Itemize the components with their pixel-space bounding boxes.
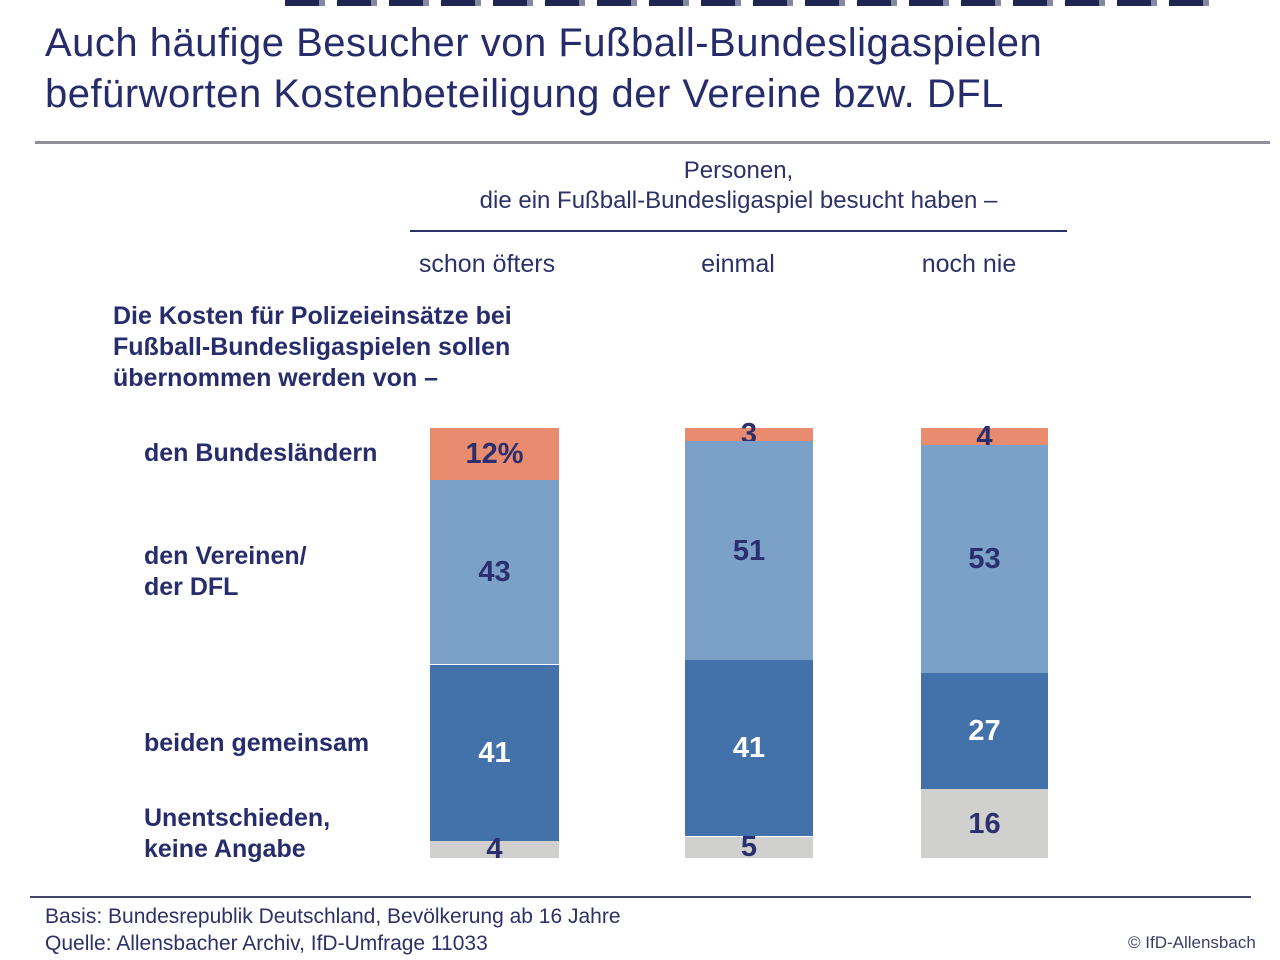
page-title: Auch häufige Besucher von Fußball-Bundes… (45, 18, 1245, 120)
bar-segment: 5 (685, 832, 813, 862)
cropped-text-artifact (285, 0, 1215, 6)
question-line2: Fußball-Bundesligaspielen sollen (113, 333, 511, 361)
row-label-beiden-gemeinsam: beiden gemeinsam (144, 729, 370, 757)
column-label-noch-nie: noch nie (921, 250, 1017, 278)
stacked-bar-3: 4 53 27 16 (921, 422, 1048, 858)
bar-value-label: 5 (740, 831, 758, 864)
footer-divider (30, 896, 1251, 898)
column-label-einmal: einmal (701, 250, 775, 278)
bar-value-label: 41 (732, 732, 766, 765)
group-header-line2: die ein Fußball-Bundesligaspiel besucht … (479, 187, 998, 214)
row-label-unentschieden-line2: keine Angabe (144, 835, 306, 863)
bar-value-label: 41 (478, 736, 511, 769)
bar-value-label: 4 (976, 420, 993, 453)
row-label-vereinen-dfl: den Vereinen/ der DFL (144, 541, 307, 603)
bar-segment: 27 (921, 673, 1048, 790)
row-label-bundeslaendern: den Bundesländern (144, 439, 378, 467)
group-header-line1: Personen, (683, 157, 794, 184)
question-text: Die Kosten für Polizeieinsätze bei Fußba… (113, 301, 512, 394)
question-line1: Die Kosten für Polizeieinsätze bei (113, 302, 512, 330)
bar-value-label: 51 (732, 534, 766, 567)
bar-value-label: 16 (968, 807, 1001, 840)
page-title-line1: Auch häufige Besucher von Fußball-Bundes… (45, 21, 1043, 65)
bar-value-label: 53 (968, 543, 1001, 576)
copyright-label: © IfD-Allensbach (1128, 933, 1256, 952)
bar-segment: 4 (430, 834, 559, 864)
bar-segment: 41 (430, 664, 559, 841)
row-label-unentschieden: Unentschieden, keine Angabe (144, 803, 330, 865)
page-title-line2: befürworten Kostenbeteiligung der Verein… (45, 72, 1004, 116)
bar-value-label: 4 (486, 833, 503, 866)
bar-segment: 43 (430, 479, 559, 665)
footer-basis: Basis: Bundesrepublik Deutschland, Bevöl… (45, 905, 621, 928)
bar-value-label: 27 (968, 715, 1001, 748)
bar-segment: 3 (685, 419, 813, 449)
bar-value-label: 43 (478, 556, 511, 589)
bar-segment: 51 (685, 440, 813, 661)
question-line3: übernommen werden von – (113, 364, 439, 392)
row-label-vereinen-line2: der DFL (144, 573, 239, 601)
column-label-schon-oefters: schon öfters (418, 250, 556, 278)
bar-segment: 53 (921, 445, 1048, 674)
bar-value-label: 12% (465, 437, 524, 470)
bar-segment: 16 (921, 789, 1048, 858)
bar-segment: 12% (430, 428, 559, 480)
bar-segment: 4 (921, 422, 1048, 452)
footer-quelle: Quelle: Allensbacher Archiv, IfD-Umfrage… (45, 932, 488, 955)
column-group-header: Personen, die ein Fußball-Bundesligaspie… (410, 156, 1067, 232)
row-label-unentschieden-line1: Unentschieden, (144, 804, 331, 832)
row-label-vereinen-line1: den Vereinen/ (144, 542, 307, 570)
title-divider (35, 141, 1270, 144)
stacked-bar-1: 12% 43 41 4 (430, 428, 559, 864)
stacked-bar-2: 3 51 41 5 (685, 419, 813, 862)
footer-source: Basis: Bundesrepublik Deutschland, Bevöl… (45, 903, 621, 957)
bar-segment: 41 (685, 660, 813, 837)
